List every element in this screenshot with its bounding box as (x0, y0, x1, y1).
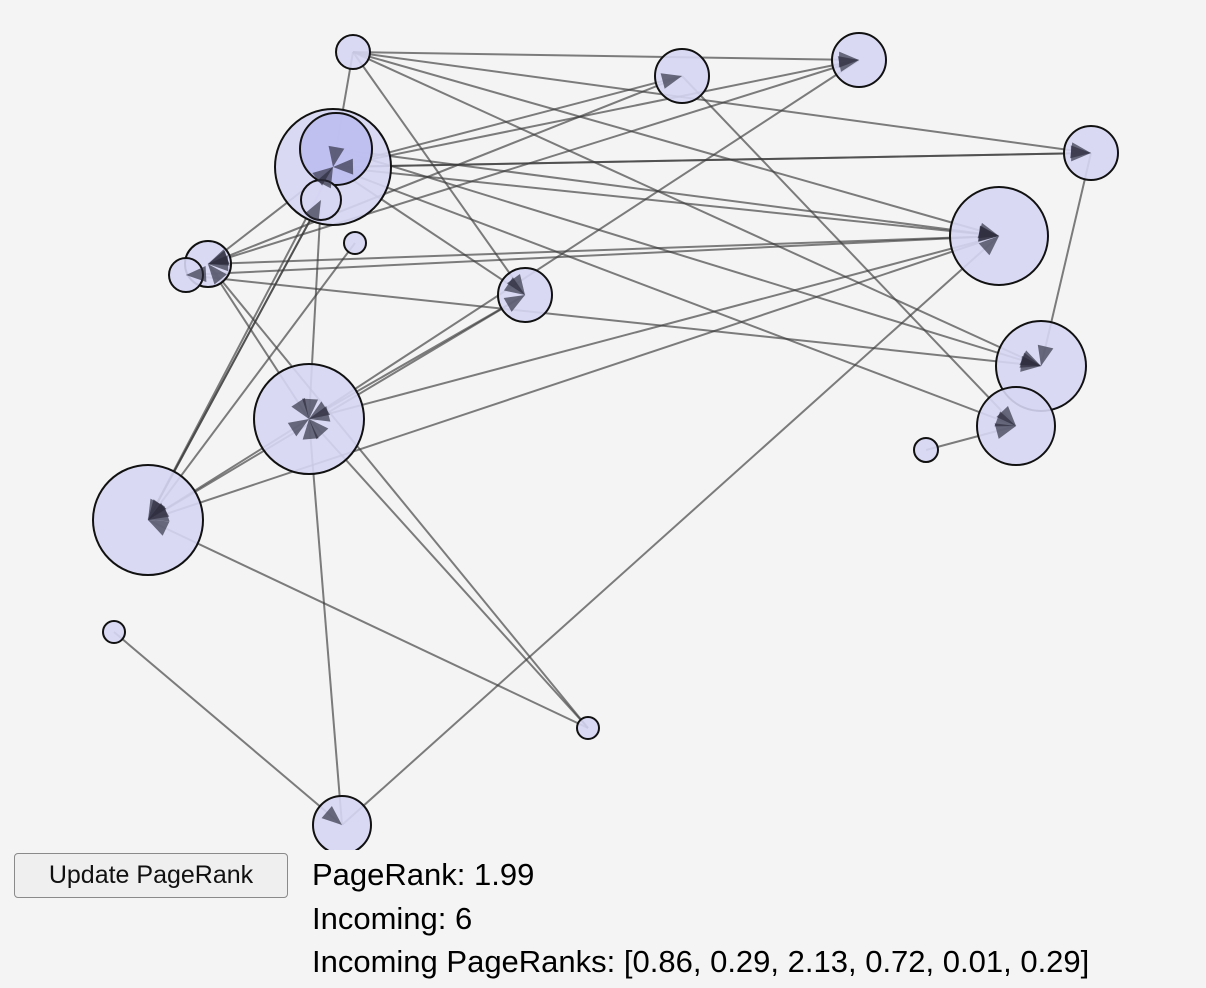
pagerank-info-panel: PageRank: 1.99 Incoming: 6 Incoming Page… (312, 853, 1089, 984)
arrowhead-icon (660, 73, 682, 89)
graph-edge (308, 418, 343, 826)
graph-edge (207, 235, 1000, 265)
graph-edge (335, 148, 1042, 367)
graph-node[interactable] (576, 716, 600, 740)
arrowhead-icon (503, 277, 525, 295)
graph-edge (308, 235, 1000, 420)
arrowhead-icon (304, 200, 321, 222)
edges-layer (113, 51, 1092, 826)
pagerank-label: PageRank: (312, 857, 474, 892)
arrowhead-icon (186, 266, 207, 283)
graph-edge (113, 631, 343, 826)
graph-edge (147, 235, 1000, 521)
incoming-value: 6 (455, 900, 473, 936)
arrowhead-icon (996, 406, 1016, 426)
graph-edge (207, 75, 683, 265)
graph-edge (352, 51, 860, 61)
graph-node[interactable] (913, 437, 939, 463)
graph-edge (207, 59, 860, 265)
arrowhead-icon (503, 295, 525, 312)
graph-node[interactable] (335, 34, 371, 70)
graph-edge (147, 242, 356, 521)
arrowhead-icon (321, 805, 342, 825)
incoming-ranks-value: [0.86, 0.29, 2.13, 0.72, 0.01, 0.29] (623, 944, 1090, 979)
incoming-line: Incoming: 6 (312, 897, 1089, 941)
graph-edge (332, 152, 1092, 168)
arrowhead-icon (978, 225, 999, 242)
incoming-ranks-label: Incoming PageRanks: (312, 944, 624, 979)
graph-node[interactable] (312, 795, 372, 850)
arrowhead-icon (148, 502, 170, 520)
arrowhead-icon (309, 406, 331, 422)
arrowhead-icon (208, 255, 229, 272)
graph-edge (352, 51, 1042, 367)
graph-edge (332, 75, 683, 168)
arrowhead-icon (994, 423, 1016, 439)
graph-node[interactable] (343, 231, 367, 255)
graph-edge (681, 75, 1017, 427)
incoming-label: Incoming: (312, 900, 456, 936)
arrowhead-icon (309, 419, 329, 440)
arrowhead-icon (1037, 344, 1054, 366)
graph-edge (332, 166, 1017, 427)
pagerank-graph[interactable] (0, 0, 1206, 850)
arrowhead-icon (978, 236, 999, 256)
pagerank-value: 1.99 (474, 857, 535, 892)
graph-edge (308, 418, 589, 729)
graph-edge (335, 148, 1000, 237)
arrowhead-icon (1070, 145, 1091, 162)
graph-edge (147, 166, 334, 521)
graph-edge (332, 59, 860, 168)
graph-edge (332, 166, 1000, 237)
arrowheads-layer (148, 51, 1091, 825)
graph-edge (352, 51, 1000, 237)
arrowhead-icon (148, 520, 170, 536)
pagerank-line: PageRank: 1.99 (312, 853, 1089, 897)
graph-node[interactable] (102, 620, 126, 644)
arrowhead-icon (994, 411, 1016, 427)
graph-edge (308, 59, 860, 420)
incoming-ranks-line: Incoming PageRanks: [0.86, 0.29, 2.13, 0… (312, 940, 1089, 984)
arrowhead-icon (287, 419, 309, 437)
arrowhead-icon (837, 56, 859, 72)
graph-edge (185, 274, 1042, 367)
arrowhead-icon (316, 167, 333, 189)
arrowhead-icon (291, 397, 309, 419)
graph-edge (207, 263, 589, 729)
arrowhead-icon (302, 419, 319, 440)
arrowhead-icon (302, 398, 319, 419)
graph-edge (341, 235, 1000, 826)
graph-edge (147, 519, 589, 729)
arrowhead-icon (333, 158, 354, 175)
arrowhead-icon (328, 145, 345, 167)
arrowhead-icon (1020, 355, 1041, 372)
graph-edge (185, 235, 1000, 276)
arrowhead-icon (208, 264, 227, 285)
update-pagerank-button[interactable]: Update PageRank (14, 853, 288, 898)
